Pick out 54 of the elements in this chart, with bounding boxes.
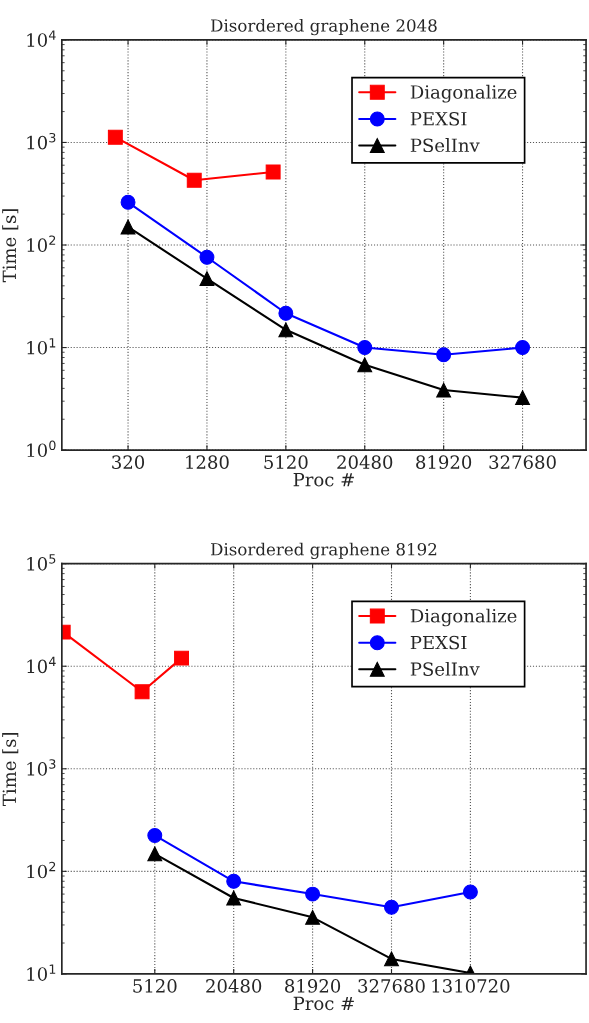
point <box>226 873 242 889</box>
y-tick-label: 10$^{4}$ <box>27 30 56 47</box>
y-tick-label: 10$^{3}$ <box>27 132 56 150</box>
point <box>278 322 294 338</box>
x-axis-title: Proc # <box>293 473 354 487</box>
legend-label: Diagonalize <box>410 608 517 627</box>
x-tick-label: 320 <box>112 455 145 469</box>
point <box>357 340 373 356</box>
chart-title: Disordered graphene 2048 <box>211 18 437 36</box>
point <box>384 899 399 915</box>
y-tick-label: 10$^{1}$ <box>27 964 56 981</box>
legend-label: PEXSI <box>410 111 467 126</box>
legend-label: PSelInv <box>410 138 480 153</box>
y-tick-label: 10$^{4}$ <box>27 656 56 674</box>
legend-label: Diagonalize <box>410 84 517 103</box>
point <box>226 890 242 906</box>
x-tick-label: 1310720 <box>432 979 510 993</box>
x-tick-label: 20480 <box>206 979 262 993</box>
y-axis-title: Time [s] <box>2 732 19 806</box>
point <box>305 886 321 902</box>
legend-label: PSelInv <box>410 661 480 676</box>
x-axis-title: Proc # <box>293 996 354 1011</box>
x-tick-label: 5120 <box>264 455 308 469</box>
point <box>199 249 215 265</box>
y-tick-label: 10$^{3}$ <box>27 759 56 776</box>
x-tick-label: 327680 <box>489 455 556 469</box>
y-tick-label: 10$^{1}$ <box>27 338 56 355</box>
point <box>357 357 373 373</box>
x-tick-label: 20480 <box>337 455 393 469</box>
y-tick-label: 10$^{5}$ <box>27 554 56 571</box>
x-tick-label: 327680 <box>358 979 425 993</box>
point <box>120 219 136 235</box>
point <box>147 827 163 843</box>
y-tick-label: 10$^{2}$ <box>27 235 56 252</box>
point <box>515 340 531 356</box>
point <box>147 846 163 862</box>
x-tick-label: 1280 <box>186 455 229 469</box>
point <box>462 884 478 900</box>
x-tick-label: 81920 <box>416 455 472 469</box>
legend-label: PEXSI <box>410 635 467 650</box>
point <box>436 382 452 398</box>
y-tick-label: 10$^{0}$ <box>27 440 56 458</box>
x-tick-label: 5120 <box>133 979 177 993</box>
point <box>384 951 399 967</box>
point <box>305 909 321 925</box>
chart-title: Disordered graphene 8192 <box>211 542 437 560</box>
point <box>515 390 531 406</box>
point <box>199 271 215 287</box>
point <box>278 305 294 321</box>
y-tick-label: 10$^{2}$ <box>27 861 56 879</box>
point <box>120 194 136 210</box>
y-axis-title: Time [s] <box>2 209 19 283</box>
x-tick-label: 81920 <box>285 979 341 993</box>
point <box>436 347 452 363</box>
